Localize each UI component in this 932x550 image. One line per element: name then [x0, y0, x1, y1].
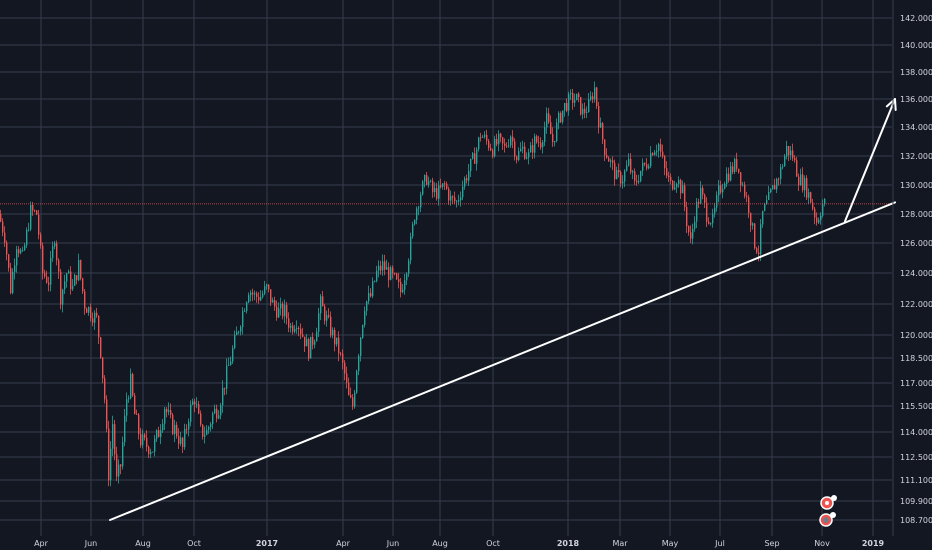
candle	[60, 269, 61, 309]
x-tick-label: Oct	[486, 539, 500, 548]
candle	[132, 373, 133, 397]
y-tick-label: 130.000	[900, 181, 932, 190]
y-tick-label: 112.500	[900, 453, 932, 462]
y-tick-label: 142.000	[900, 14, 932, 23]
candle	[172, 413, 173, 435]
candle	[672, 180, 673, 191]
y-tick-label: 114.000	[900, 428, 932, 437]
y-tick-label: 118.500	[900, 354, 932, 363]
x-tick-label: 2019	[862, 539, 885, 548]
candle	[362, 324, 363, 338]
candle	[754, 223, 755, 250]
x-tick-label: Sep	[764, 539, 779, 548]
candle	[26, 227, 27, 247]
candle	[12, 268, 13, 294]
x-tick-label: Mar	[612, 539, 628, 548]
y-tick-label: 115.500	[900, 402, 932, 411]
y-tick-label: 140.000	[900, 41, 932, 50]
candle	[106, 395, 107, 432]
candle	[30, 202, 31, 232]
y-tick-label: 132.000	[900, 152, 932, 161]
x-tick-label: Nov	[814, 539, 830, 548]
y-tick-label: 111.100	[900, 476, 932, 485]
candle	[354, 390, 355, 409]
x-tick-label: 2017	[256, 539, 278, 548]
candle	[806, 175, 807, 200]
candle	[810, 192, 811, 203]
candle	[422, 180, 423, 196]
y-tick-label: 126.000	[900, 239, 932, 248]
y-tick-label: 134.000	[900, 123, 932, 132]
y-tick-label: 124.000	[900, 269, 932, 278]
x-tick-label: Aug	[135, 539, 151, 548]
y-tick-label: 136.000	[900, 95, 932, 104]
candle	[410, 233, 411, 265]
candle	[310, 337, 311, 359]
candle	[684, 183, 685, 212]
y-tick-label: 128.000	[900, 210, 932, 219]
candle	[308, 338, 309, 361]
y-tick-label: 138.000	[900, 68, 932, 77]
candle	[80, 260, 81, 281]
candle	[100, 337, 101, 359]
candle	[560, 111, 561, 123]
candle	[36, 210, 37, 215]
candle	[390, 266, 391, 281]
x-tick-label: Apr	[34, 539, 49, 548]
x-tick-label: Oct	[187, 539, 201, 548]
candle	[494, 136, 495, 158]
candle	[356, 370, 357, 394]
x-tick-label: Aug	[432, 539, 448, 548]
y-tick-label: 122.000	[900, 300, 932, 309]
candle	[596, 87, 597, 109]
candle	[104, 375, 105, 403]
y-tick-label: 117.000	[900, 379, 932, 388]
x-tick-label: Jul	[714, 539, 725, 548]
candle	[74, 274, 75, 286]
x-tick-label: Jun	[386, 539, 400, 548]
candle	[134, 393, 135, 414]
x-tick-label: Jun	[84, 539, 98, 548]
candle	[576, 94, 577, 101]
candle	[412, 222, 413, 239]
candle	[734, 158, 735, 174]
candle	[114, 420, 115, 460]
x-tick-label: May	[662, 539, 679, 548]
candle	[108, 421, 109, 486]
candle	[580, 97, 581, 116]
candle	[640, 171, 641, 183]
candle	[772, 185, 773, 190]
y-tick-label: 108.700	[900, 516, 932, 525]
y-tick-label: 109.900	[900, 497, 932, 506]
x-tick-label: 2018	[557, 539, 580, 548]
x-tick-label: Apr	[336, 539, 351, 548]
y-tick-label: 120.000	[900, 331, 932, 340]
candle	[396, 273, 397, 281]
